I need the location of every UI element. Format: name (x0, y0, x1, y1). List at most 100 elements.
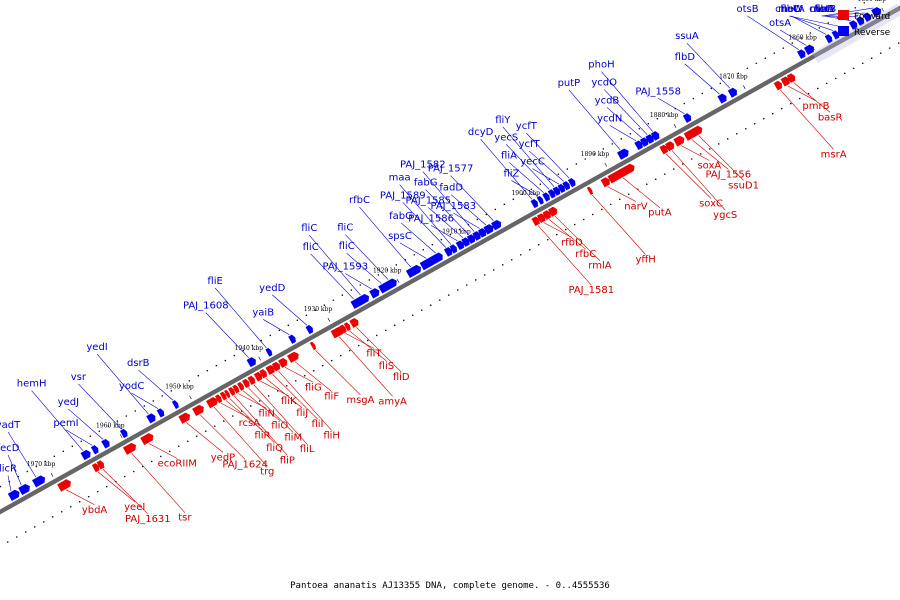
minor-feature (195, 435, 198, 438)
gene-arrow (449, 244, 458, 254)
gene-leader-line (511, 180, 538, 197)
minor-feature (510, 259, 513, 261)
gene-arrow (727, 87, 737, 98)
gene-arrow (90, 445, 99, 455)
gene-arrow (562, 181, 571, 191)
minor-feature (654, 178, 657, 180)
minor-feature (512, 198, 515, 201)
minor-feature (89, 435, 92, 438)
gene-arrow (232, 384, 240, 394)
gene-leader-line (430, 225, 458, 242)
minor-feature (728, 77, 731, 80)
gene-arrow (265, 347, 273, 357)
minor-feature (530, 188, 533, 191)
gene-label: fadD (439, 183, 463, 194)
gene-label: PAJ_1586 (408, 213, 454, 224)
minor-feature (231, 415, 234, 417)
scale-tick-label: 1930 kbp (304, 306, 333, 313)
gene-leader-line (260, 380, 289, 397)
gene-arrow (91, 463, 100, 473)
gene-label: fliQ (266, 443, 283, 454)
gene-leader-line (671, 150, 726, 211)
gene-label: fecD (0, 443, 20, 454)
gene-arrow (171, 400, 179, 410)
gene-label: ybdA (82, 505, 108, 516)
minor-feature (582, 218, 585, 221)
gene-label: yedI (86, 342, 107, 353)
minor-feature (753, 122, 756, 125)
minor-feature (179, 385, 182, 387)
gene-arrow (18, 483, 30, 496)
scale-tick (119, 434, 123, 438)
minor-feature (807, 92, 810, 95)
gene-arrow (343, 322, 351, 332)
gene-leader-line (284, 367, 314, 383)
minor-feature (440, 238, 443, 241)
minor-feature (411, 314, 414, 317)
gene-leader-line (272, 374, 318, 420)
gene-arrow (682, 113, 692, 124)
gene-label: PAJ_1558 (635, 86, 681, 97)
gene-label: putP (558, 78, 581, 89)
gene-arrow (547, 206, 558, 217)
gene-label: yedD (259, 283, 285, 294)
gene-leader-line (272, 294, 308, 326)
scale-tick (327, 317, 331, 322)
gene-label: ssuD1 (728, 180, 759, 191)
gene-leader-line (508, 162, 544, 193)
gene-label: dcyD (468, 127, 494, 138)
gene-leader-line (356, 327, 402, 373)
minor-feature (672, 168, 675, 170)
gene-label: phoH (588, 60, 614, 71)
minor-feature (242, 349, 245, 352)
gene-leader-line (791, 15, 827, 35)
gene-label: flhC (780, 4, 800, 15)
minor-feature (161, 395, 164, 397)
minor-feature (168, 450, 171, 453)
gene-label: maa (389, 173, 411, 184)
minor-feature (51, 516, 54, 518)
minor-feature (413, 253, 416, 256)
minor-feature (422, 248, 425, 251)
gene-label: tsr (178, 513, 192, 524)
gene-label: pemI (53, 418, 78, 429)
minor-feature (6, 541, 9, 543)
gene-leader-line (480, 139, 533, 200)
gene-label: yodC (119, 381, 144, 392)
gene-leader-line (788, 15, 841, 27)
gene-arrow (146, 413, 156, 424)
gene-arrow (309, 341, 317, 351)
scale-tick (673, 124, 677, 128)
gene-arrow (385, 278, 397, 290)
gene-label: PAJ_1593 (322, 261, 368, 272)
legend-reverse-label: Reverse (854, 28, 891, 38)
gene-leader-line (780, 89, 834, 150)
gene-leader-line (606, 107, 642, 139)
gene-leader-line (339, 336, 393, 397)
gene-label: rmlA (588, 261, 611, 272)
minor-feature (879, 52, 882, 54)
scale-tick (604, 162, 608, 167)
minor-feature (60, 511, 63, 513)
gene-leader-line (225, 400, 263, 431)
gene-label: PAJ_1583 (430, 201, 476, 212)
gene-arrow (645, 134, 654, 144)
legend-forward-label: Forward (854, 12, 890, 22)
scale-tick-label: 1860 kbp (788, 35, 817, 42)
minor-feature (287, 324, 290, 327)
minor-feature (791, 42, 794, 44)
gene-label: ycdN (597, 113, 622, 124)
minor-feature (575, 163, 578, 165)
gene-label: fliA (501, 150, 517, 161)
minor-feature (519, 253, 522, 256)
gene-arrow (101, 438, 110, 449)
minor-feature (98, 430, 101, 432)
minor-feature (69, 505, 72, 508)
gene-leader-line (422, 171, 475, 232)
gene-leader-line (265, 377, 303, 409)
minor-feature (665, 112, 668, 115)
minor-feature (170, 390, 173, 392)
gene-leader-line (31, 390, 84, 451)
minor-feature (584, 158, 587, 160)
